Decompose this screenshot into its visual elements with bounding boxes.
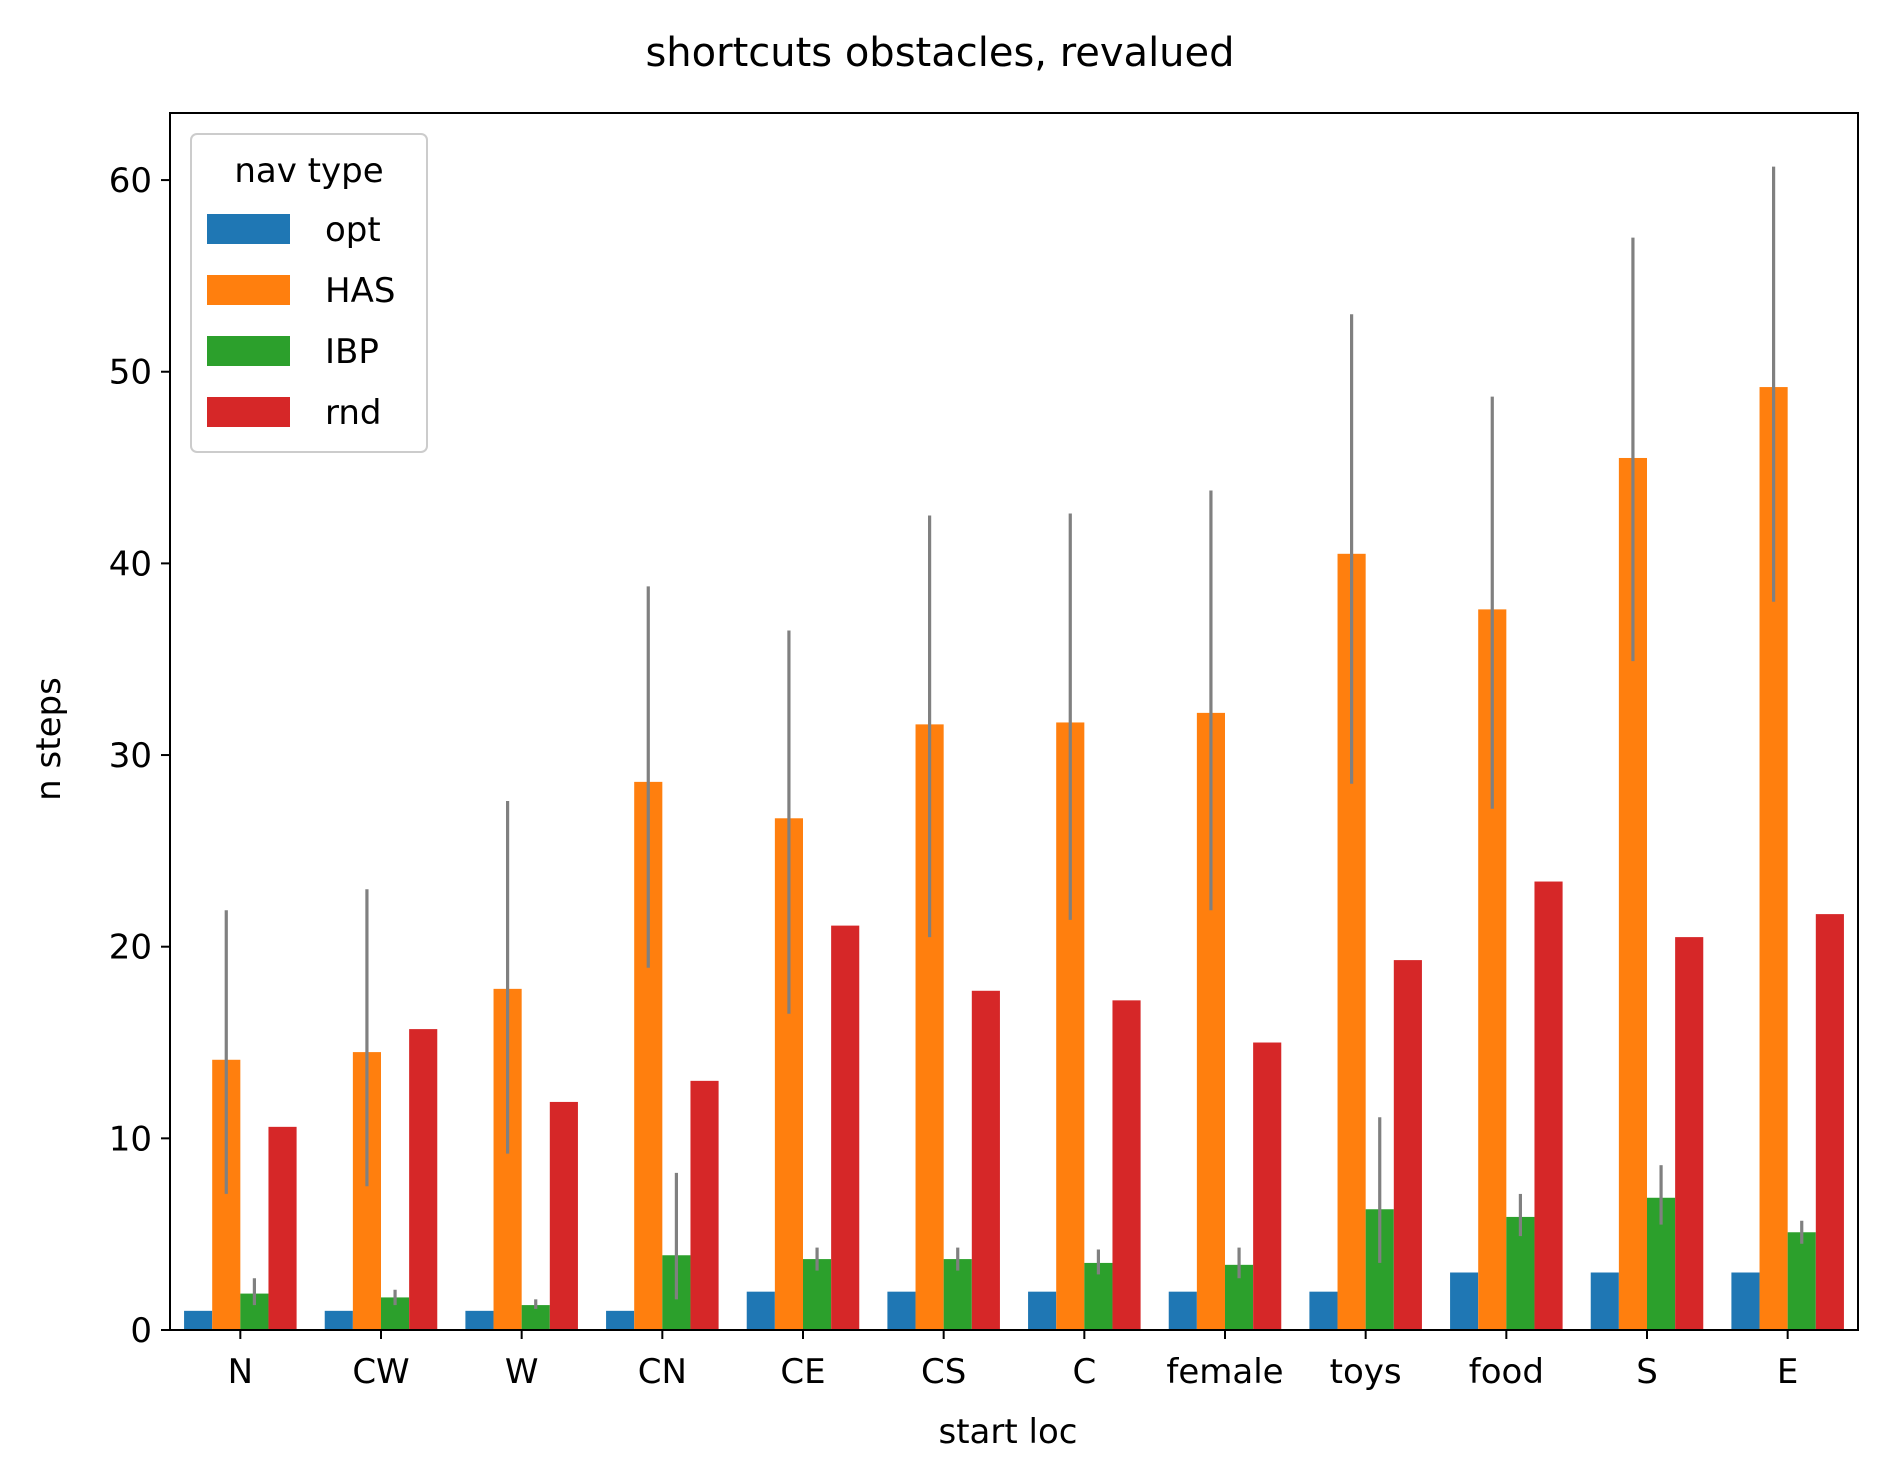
- bar-opt-food: [1450, 1272, 1479, 1330]
- y-tick-label: 0: [130, 1311, 152, 1351]
- legend-label-HAS: HAS: [325, 271, 395, 311]
- bar-opt-CW: [324, 1310, 353, 1330]
- bar-rnd-female: [1253, 1042, 1282, 1330]
- y-tick-label: 40: [109, 544, 152, 584]
- bar-rnd-N: [268, 1126, 297, 1330]
- legend-label-rnd: rnd: [325, 393, 382, 433]
- bar-IBP-CS: [943, 1259, 972, 1330]
- bar-IBP-E: [1787, 1232, 1816, 1330]
- chart-title: shortcuts obstacles, revalued: [645, 30, 1234, 76]
- bar-rnd-C: [1112, 1000, 1141, 1330]
- x-tick-label: C: [1072, 1352, 1096, 1392]
- bar-IBP-W: [521, 1305, 550, 1330]
- x-tick-label: CW: [352, 1352, 409, 1392]
- plot-frame: [169, 112, 1859, 1331]
- legend-label-opt: opt: [325, 210, 381, 250]
- bar-opt-CE: [746, 1291, 775, 1330]
- bar-opt-E: [1731, 1272, 1760, 1330]
- x-tick-label: CE: [780, 1352, 825, 1392]
- bar-rnd-S: [1675, 937, 1704, 1330]
- bars-layer: [184, 387, 1844, 1330]
- error-bars-layer: [224, 166, 1804, 1309]
- legend-swatch-IBP: [207, 336, 290, 366]
- legend: nav type opt HAS IBP rnd: [190, 133, 428, 453]
- x-axis-label: start loc: [939, 1412, 1078, 1452]
- legend-swatch-HAS: [207, 275, 290, 305]
- bar-opt-W: [465, 1310, 494, 1330]
- bar-opt-female: [1168, 1291, 1197, 1330]
- y-tick-label: 50: [109, 353, 152, 393]
- x-tick-label: N: [228, 1352, 253, 1392]
- y-tick-label: 30: [109, 736, 152, 776]
- bar-rnd-CE: [831, 925, 860, 1330]
- legend-box: [190, 133, 428, 453]
- legend-title: nav type: [234, 151, 383, 191]
- y-axis-label: n steps: [29, 677, 69, 801]
- bar-opt-CN: [606, 1310, 635, 1330]
- x-tick-label: female: [1166, 1352, 1283, 1392]
- bar-opt-C: [1028, 1291, 1057, 1330]
- x-tick-label: CN: [638, 1352, 687, 1392]
- x-tick-label: food: [1469, 1352, 1544, 1392]
- bar-rnd-CN: [690, 1080, 719, 1330]
- bar-opt-N: [184, 1310, 213, 1330]
- y-tick-label: 60: [109, 161, 152, 201]
- bar-rnd-toys: [1393, 960, 1422, 1330]
- x-tick-label: E: [1777, 1352, 1798, 1392]
- bar-IBP-CE: [803, 1259, 832, 1330]
- bar-opt-S: [1590, 1272, 1619, 1330]
- legend-swatch-opt: [207, 214, 290, 244]
- x-tick-label: S: [1636, 1352, 1658, 1392]
- y-tick-label: 20: [109, 928, 152, 968]
- bar-rnd-E: [1815, 914, 1844, 1330]
- bar-rnd-CS: [971, 990, 1000, 1330]
- bar-rnd-W: [549, 1101, 578, 1330]
- legend-swatch-rnd: [207, 397, 290, 427]
- x-tick-label: CS: [921, 1352, 966, 1392]
- x-tick-label: toys: [1330, 1352, 1402, 1392]
- bar-opt-CS: [887, 1291, 916, 1330]
- x-tick-label: W: [505, 1352, 539, 1392]
- bar-rnd-CW: [409, 1029, 438, 1330]
- bar-rnd-food: [1534, 881, 1563, 1330]
- y-tick-label: 10: [109, 1119, 152, 1159]
- legend-label-IBP: IBP: [325, 332, 379, 372]
- bar-opt-toys: [1309, 1291, 1338, 1330]
